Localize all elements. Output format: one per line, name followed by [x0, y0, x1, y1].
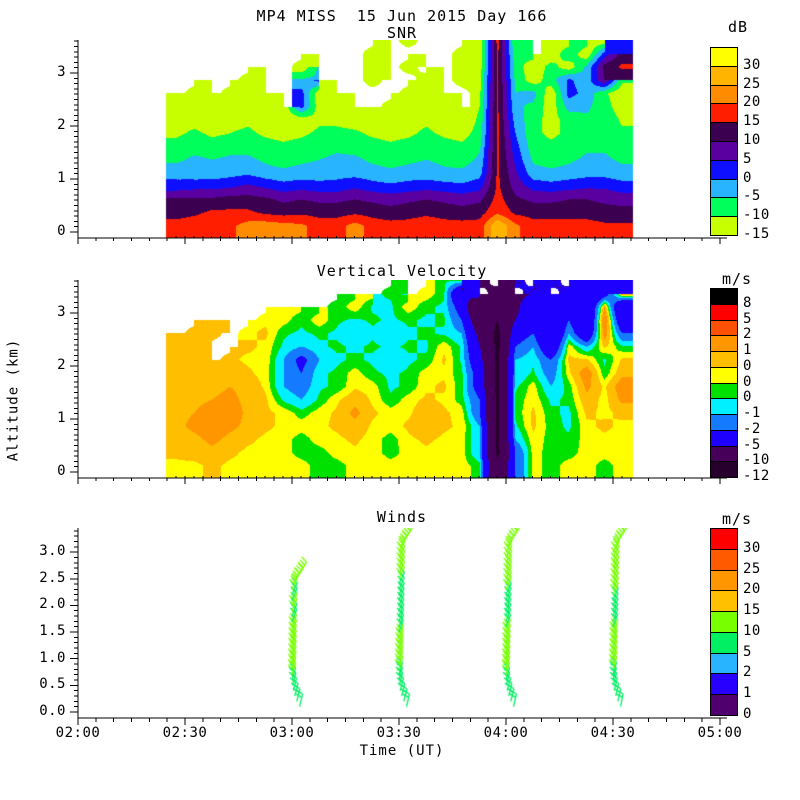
colorbar-segment [710, 652, 738, 675]
colorbar-segment [710, 303, 738, 321]
colorbar-segment [710, 122, 738, 142]
colorbar-segment [710, 414, 738, 431]
x-tick-label: 03:30 [376, 725, 422, 741]
vertical-velocity-heatmap-canvas [78, 280, 727, 478]
colorbar-tick-label: 2 [743, 326, 752, 343]
colorbar-segment [710, 694, 738, 716]
colorbar-tick-label: 0 [743, 357, 752, 374]
colorbar-segment [710, 673, 738, 696]
x-tick-label: 02:00 [55, 725, 101, 741]
colorbar-tick-label: -1 [743, 405, 761, 421]
y-tick-label: 1 [57, 410, 66, 426]
colorbar-tick-label: 1 [743, 685, 752, 702]
colorbar-tick-label: 0 [743, 706, 752, 722]
winds-barbs-canvas [78, 528, 727, 718]
winds-subtitle: Winds [376, 508, 428, 526]
y-tick-label: 0.0 [39, 703, 66, 719]
y-tick-label: 2 [57, 117, 66, 133]
colorbar-segment [710, 103, 738, 124]
y-tick-label: 2.0 [39, 596, 66, 613]
colorbar-tick-label: 30 [743, 56, 761, 73]
colorbar-segment [710, 159, 738, 180]
colorbar-segment [710, 429, 738, 447]
colorbar-segment [710, 351, 738, 368]
colorbar-segment [710, 47, 738, 67]
y-tick-label: 3.0 [39, 543, 66, 560]
y-tick-label: 3 [57, 64, 66, 80]
colorbar-tick-label: 10 [743, 622, 761, 639]
y-tick-label: 0 [57, 463, 66, 479]
colorbar-segment [710, 528, 738, 550]
colorbar-segment [710, 611, 738, 633]
snr-subtitle: SNR [386, 24, 418, 42]
colorbar-segment [710, 335, 738, 352]
y-tick-label: 3 [57, 304, 66, 320]
colorbar-tick-label: 20 [743, 581, 761, 598]
y-tick-label: 1.0 [39, 649, 66, 666]
y-tick-label: 2.5 [39, 569, 66, 586]
vertical-velocity-colorbar-unit: m/s [721, 270, 753, 288]
colorbar-tick-label: 0 [743, 373, 752, 390]
colorbar-tick-label: -10 [743, 452, 770, 469]
colorbar-segment [710, 216, 738, 236]
x-tick-label: 04:30 [590, 725, 636, 741]
colorbar-segment [710, 178, 738, 199]
vertical-velocity-subtitle: Vertical Velocity [316, 262, 488, 280]
x-tick-label: 03:00 [269, 725, 315, 741]
colorbar-segment [710, 65, 738, 86]
colorbar-tick-label: 5 [743, 310, 752, 327]
colorbar-segment [710, 319, 738, 337]
colorbar-segment [710, 461, 738, 478]
colorbar-tick-label: 0 [743, 389, 752, 406]
colorbar-tick-label: 8 [743, 294, 752, 311]
colorbar-segment [710, 590, 738, 613]
colorbar-segment [710, 631, 738, 654]
colorbar-tick-label: 10 [743, 132, 761, 148]
colorbar-segment [710, 366, 738, 384]
colorbar-tick-label: 5 [743, 643, 752, 660]
y-tick-label: 2 [57, 357, 66, 373]
colorbar-tick-label: 15 [743, 602, 761, 619]
colorbar-tick-label: -15 [743, 226, 770, 242]
snr-colorbar-unit: dB [727, 18, 749, 36]
y-tick-label: 0.5 [39, 676, 66, 693]
x-tick-label: 02:30 [162, 725, 208, 741]
colorbar-tick-label: 2 [743, 664, 752, 681]
colorbar-segment [710, 398, 738, 415]
colorbar-segment [710, 569, 738, 592]
y-tick-label: 1.5 [39, 623, 66, 640]
x-tick-label: 05:00 [697, 725, 743, 741]
colorbar-segment [710, 197, 738, 218]
colorbar-tick-label: 5 [743, 150, 752, 167]
y-tick-label: 1 [57, 170, 66, 186]
colorbar-segment [710, 141, 738, 161]
colorbar-tick-label: 15 [743, 113, 761, 130]
winds-colorbar-unit: m/s [721, 510, 753, 528]
snr-heatmap-canvas [78, 40, 727, 238]
colorbar-segment [710, 548, 738, 571]
y-axis-title: Altitude (km) [5, 338, 22, 462]
colorbar-tick-label: 1 [743, 342, 752, 358]
colorbar-tick-label: 25 [743, 560, 761, 577]
colorbar-tick-label: 30 [743, 539, 761, 556]
colorbar-tick-label: 20 [743, 94, 761, 111]
x-tick-label: 04:00 [483, 725, 529, 741]
plot-title: MP4 MISS 15 Jun 2015 Day 166 [256, 7, 548, 25]
colorbar-tick-label: -5 [743, 188, 761, 205]
colorbar-tick-label: -2 [743, 420, 761, 437]
colorbar-tick-label: 0 [743, 169, 752, 186]
colorbar-tick-label: -12 [743, 468, 770, 484]
colorbar-tick-label: 25 [743, 75, 761, 92]
colorbar-tick-label: -5 [743, 436, 761, 453]
colorbar-segment [710, 382, 738, 400]
y-tick-label: 0 [57, 223, 66, 239]
colorbar-tick-label: -10 [743, 207, 770, 224]
colorbar-segment [710, 445, 738, 463]
x-axis-title: Time (UT) [359, 743, 445, 759]
colorbar-segment [710, 288, 738, 305]
colorbar-segment [710, 84, 738, 105]
